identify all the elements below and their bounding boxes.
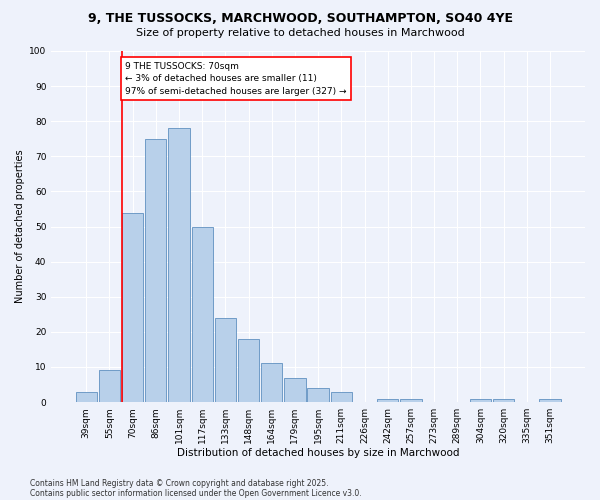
Text: Size of property relative to detached houses in Marchwood: Size of property relative to detached ho…	[136, 28, 464, 38]
Bar	[284, 378, 305, 402]
Bar	[238, 339, 259, 402]
Text: Contains HM Land Registry data © Crown copyright and database right 2025.: Contains HM Land Registry data © Crown c…	[30, 478, 329, 488]
Bar	[169, 128, 190, 402]
Bar	[215, 318, 236, 402]
Bar	[470, 398, 491, 402]
Bar	[261, 364, 283, 402]
Bar	[400, 398, 422, 402]
Bar	[99, 370, 120, 402]
Text: Contains public sector information licensed under the Open Government Licence v3: Contains public sector information licen…	[30, 488, 362, 498]
Text: 9, THE TUSSOCKS, MARCHWOOD, SOUTHAMPTON, SO40 4YE: 9, THE TUSSOCKS, MARCHWOOD, SOUTHAMPTON,…	[88, 12, 512, 26]
Bar	[76, 392, 97, 402]
Bar	[307, 388, 329, 402]
Bar	[122, 212, 143, 402]
Bar	[493, 398, 514, 402]
Text: 9 THE TUSSOCKS: 70sqm
← 3% of detached houses are smaller (11)
97% of semi-detac: 9 THE TUSSOCKS: 70sqm ← 3% of detached h…	[125, 62, 347, 96]
Y-axis label: Number of detached properties: Number of detached properties	[15, 150, 25, 304]
X-axis label: Distribution of detached houses by size in Marchwood: Distribution of detached houses by size …	[177, 448, 460, 458]
Bar	[191, 226, 213, 402]
Bar	[331, 392, 352, 402]
Bar	[539, 398, 561, 402]
Bar	[377, 398, 398, 402]
Bar	[145, 139, 166, 402]
